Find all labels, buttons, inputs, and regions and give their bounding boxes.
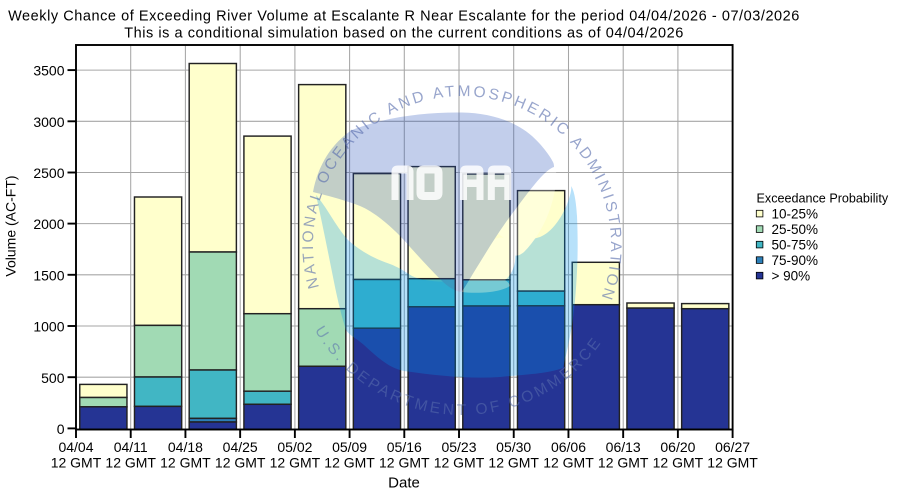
svg-text:12 GMT: 12 GMT (215, 455, 266, 471)
svg-text:04/11: 04/11 (114, 439, 148, 455)
svg-text:05/16: 05/16 (387, 439, 422, 455)
svg-text:12 GMT: 12 GMT (324, 455, 375, 471)
svg-text:25-50%: 25-50% (772, 222, 819, 237)
svg-text:12 GMT: 12 GMT (488, 455, 539, 471)
svg-text:04/04: 04/04 (58, 439, 93, 455)
svg-text:1000: 1000 (33, 319, 64, 335)
svg-text:3500: 3500 (33, 63, 64, 79)
svg-text:06/27: 06/27 (715, 439, 750, 455)
svg-text:500: 500 (41, 370, 65, 386)
svg-text:10-25%: 10-25% (772, 206, 819, 221)
svg-text:04/18: 04/18 (168, 439, 203, 455)
svg-text:05/30: 05/30 (496, 439, 531, 455)
svg-text:06/13: 06/13 (606, 439, 641, 455)
svg-text:12 GMT: 12 GMT (653, 455, 704, 471)
svg-text:06/06: 06/06 (551, 439, 586, 455)
svg-text:75-90%: 75-90% (772, 253, 819, 268)
svg-text:Exceedance Probability: Exceedance Probability (757, 192, 889, 206)
svg-text:0: 0 (57, 421, 65, 437)
svg-text:50-75%: 50-75% (772, 237, 819, 252)
svg-text:2000: 2000 (33, 216, 64, 232)
svg-text:05/23: 05/23 (441, 439, 476, 455)
svg-text:12 GMT: 12 GMT (707, 455, 758, 471)
svg-text:12 GMT: 12 GMT (51, 455, 102, 471)
svg-text:06/20: 06/20 (660, 439, 695, 455)
svg-text:Volume (AC-FT): Volume (AC-FT) (3, 175, 19, 276)
svg-text:3000: 3000 (33, 114, 64, 130)
svg-text:Weekly Chance of Exceeding Riv: Weekly Chance of Exceeding River Volume … (8, 9, 800, 25)
svg-text:05/09: 05/09 (332, 439, 367, 455)
svg-text:05/02: 05/02 (277, 439, 312, 455)
svg-text:12 GMT: 12 GMT (434, 455, 485, 471)
svg-text:1500: 1500 (33, 267, 64, 283)
svg-text:> 90%: > 90% (772, 268, 811, 283)
svg-text:12 GMT: 12 GMT (543, 455, 594, 471)
svg-text:12 GMT: 12 GMT (379, 455, 430, 471)
svg-text:12 GMT: 12 GMT (270, 455, 321, 471)
svg-text:12 GMT: 12 GMT (160, 455, 211, 471)
svg-text:12 GMT: 12 GMT (105, 455, 156, 471)
svg-text:This is a conditional simulati: This is a conditional simulation based o… (124, 26, 684, 42)
svg-text:12 GMT: 12 GMT (598, 455, 649, 471)
svg-text:2500: 2500 (33, 165, 64, 181)
svg-text:Date: Date (388, 475, 420, 492)
svg-text:04/25: 04/25 (223, 439, 258, 455)
